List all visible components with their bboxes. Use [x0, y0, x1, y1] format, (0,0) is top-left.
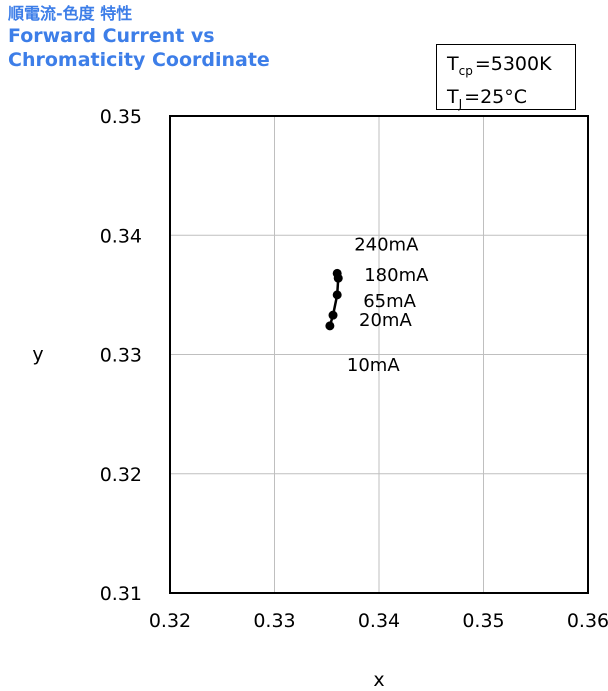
conditions-box: Tcp =5300K TJ =25°C	[436, 44, 576, 111]
data-point-marker	[325, 321, 335, 331]
x-tick-label: 0.36	[567, 610, 608, 632]
tcp-symbol: T	[447, 53, 459, 75]
chart-title-english-line1: Forward Current vs	[8, 25, 215, 47]
y-tick-label: 0.34	[100, 225, 142, 247]
data-point-marker	[328, 310, 338, 320]
data-point-marker	[332, 268, 342, 278]
y-tick-label: 0.33	[100, 345, 142, 367]
tj-subscript: J	[458, 97, 463, 111]
data-point-marker	[332, 290, 342, 300]
point-label: 20mA	[359, 310, 412, 331]
y-tick-label: 0.35	[100, 106, 142, 128]
x-tick-label: 0.35	[462, 610, 504, 632]
tj-symbol: T	[447, 86, 459, 108]
chart-title-english-line2: Chromaticity Coordinate	[8, 49, 270, 71]
chart-title-block: 順電流-色度 特性 Forward Current vs Chromaticit…	[8, 4, 270, 72]
plot-area-frame	[169, 115, 589, 594]
tick-labels: 0.32 0.33 0.34 0.35 0.36 0.31 0.32 0.33 0.34 0.35	[100, 106, 608, 632]
grid-lines	[170, 116, 588, 593]
chart-title-japanese: 順電流-色度 特性	[8, 4, 133, 23]
condition-color-temperature: Tcp =5300K	[447, 51, 575, 84]
point-label: 65mA	[363, 291, 416, 312]
y-tick-label: 0.31	[100, 583, 142, 605]
data-series	[325, 268, 343, 331]
tcp-value: =5300K	[474, 53, 552, 75]
x-tick-label: 0.34	[358, 610, 400, 632]
point-label: 240mA	[354, 234, 419, 255]
x-axis-label: x	[373, 669, 384, 691]
condition-junction-temperature: TJ =25°C	[447, 84, 575, 117]
y-tick-label: 0.32	[100, 464, 142, 486]
y-axis-label: y	[32, 344, 43, 366]
x-tick-label: 0.32	[149, 610, 191, 632]
tj-value: =25°C	[464, 86, 528, 108]
point-label: 10mA	[347, 355, 400, 376]
tcp-subscript: cp	[458, 64, 473, 78]
x-tick-label: 0.33	[253, 610, 295, 632]
point-label: 180mA	[364, 265, 429, 286]
